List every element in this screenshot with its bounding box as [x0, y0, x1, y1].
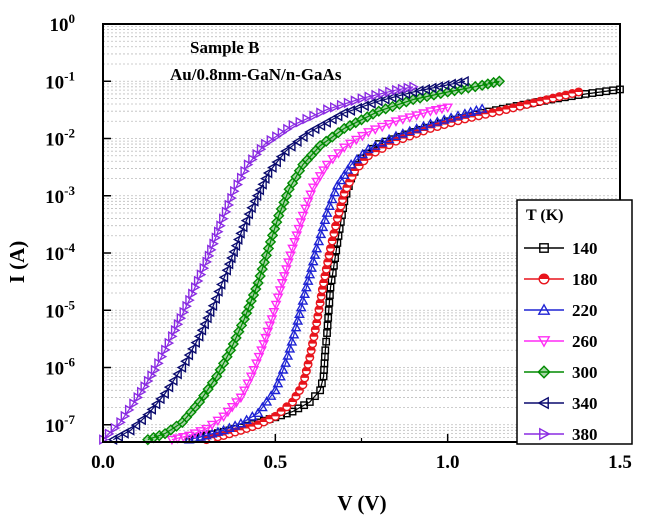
x-tick-label: 0.5 — [263, 452, 287, 473]
legend-label: 380 — [572, 425, 598, 444]
legend-label: 220 — [572, 301, 598, 320]
annotation-sample: Sample B — [190, 38, 259, 57]
data-point — [327, 245, 335, 253]
y-tick-label: 10-1 — [45, 68, 75, 93]
annotation-structure: Au/0.8nm-GaN/n-GaAs — [170, 65, 342, 84]
data-point — [575, 88, 583, 96]
y-tick-label: 100 — [50, 11, 76, 36]
legend-label: 340 — [572, 394, 598, 413]
legend: T (K) 140 180 220 260 300 340 380 — [517, 200, 632, 444]
x-tick-label: 1.5 — [608, 452, 632, 473]
y-tick-label: 10-3 — [45, 183, 75, 208]
x-axis-title: V (V) — [337, 491, 386, 515]
legend-label: 300 — [572, 363, 598, 382]
data-point — [332, 222, 340, 230]
y-tick-label: 10-4 — [45, 240, 75, 265]
x-tick-label: 0.0 — [91, 452, 115, 473]
data-point — [328, 237, 336, 245]
legend-title: T (K) — [526, 207, 563, 224]
series-380 — [100, 83, 418, 444]
data-point — [478, 105, 486, 112]
y-tick-label: 10-5 — [45, 297, 75, 322]
y-tick-label: 10-6 — [45, 355, 75, 380]
legend-label: 260 — [572, 332, 598, 351]
x-tick-label: 1.0 — [436, 452, 460, 473]
legend-marker — [539, 274, 549, 284]
y-tick-label: 10-2 — [45, 126, 75, 151]
legend-label: 180 — [572, 270, 598, 289]
y-tick-label: 10-7 — [45, 412, 75, 437]
legend-label: 140 — [572, 239, 598, 258]
y-axis-title: I (A) — [5, 241, 29, 284]
data-point — [330, 230, 338, 238]
